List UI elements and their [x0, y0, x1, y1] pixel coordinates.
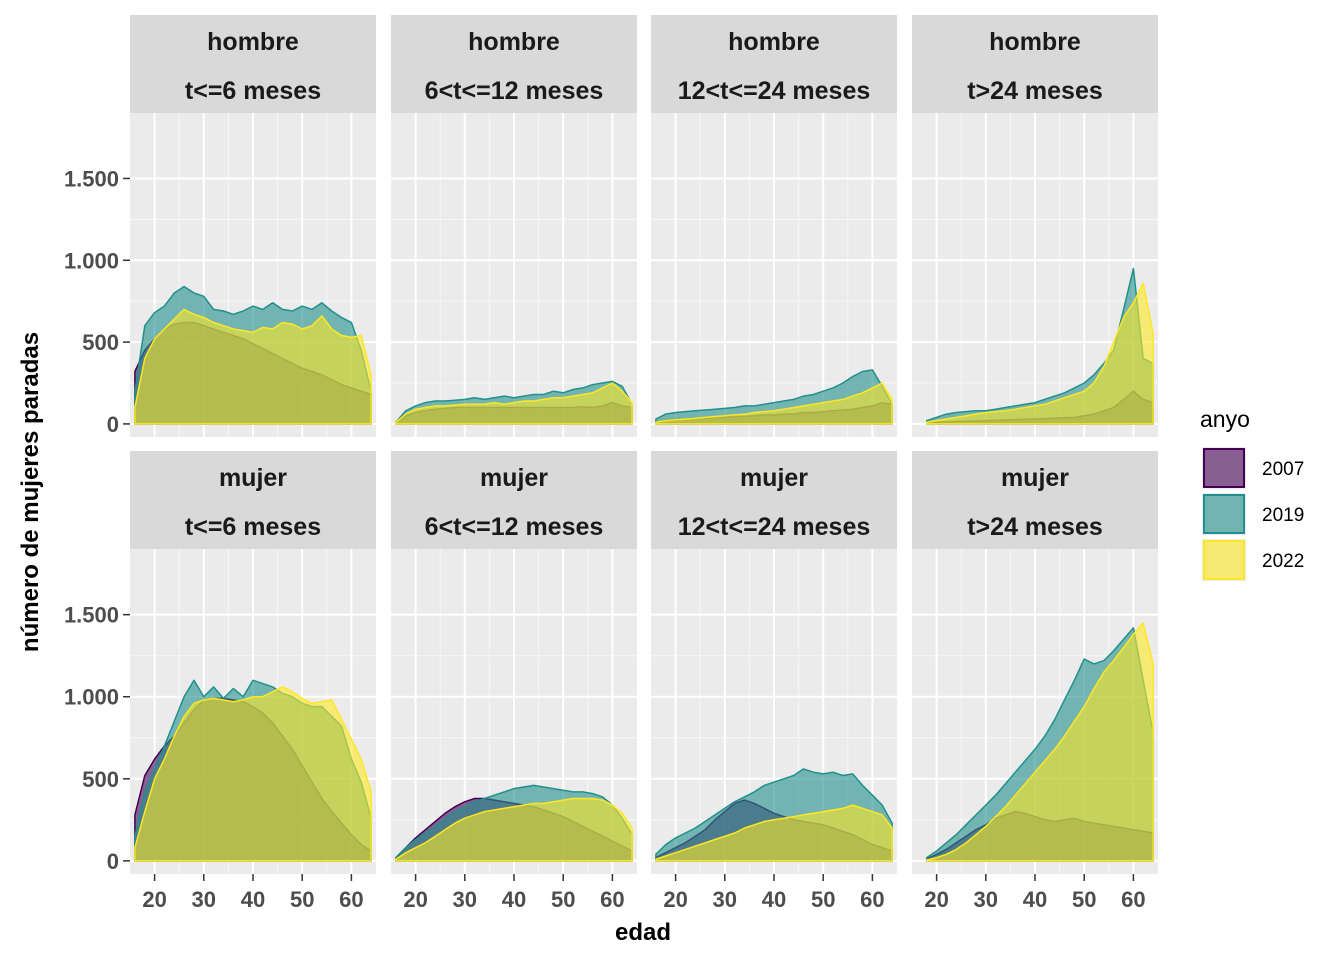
area-series-2022: [926, 622, 1154, 862]
facet-label-bottom: t<=6 meses: [185, 77, 321, 105]
facet-panel: mujer t>24 meses: [912, 451, 1158, 874]
facet-label-bottom: 6<t<=12 meses: [425, 77, 604, 105]
x-axes: 20 30 40 50 60 20 30 40 50 60 20 30 40 50 60 20 30 40 50 60: [142, 874, 1146, 912]
facet-panel: hombre 6<t<=12 meses: [391, 15, 637, 437]
x-tick-label: 60: [339, 887, 363, 912]
facet-strip: [651, 15, 897, 113]
x-tick-label: 40: [241, 887, 265, 912]
y-tick-label: 1.000: [64, 248, 119, 273]
y-tick-label: 0: [107, 849, 119, 874]
y-tick-label: 1.000: [64, 685, 119, 710]
facet-strip: [391, 451, 637, 549]
facet-panel: hombre 12<t<=24 meses: [651, 15, 897, 437]
facet-label-top: mujer: [219, 464, 287, 492]
facet-label-bottom: t<=6 meses: [185, 513, 321, 541]
x-tick-label: 50: [551, 887, 575, 912]
legend-title: anyo: [1200, 406, 1250, 432]
x-tick-label: 30: [713, 887, 737, 912]
y-axes: 0 500 1.000 1.500 0 500 1.000 1.500: [64, 166, 130, 874]
area-series-2022: [395, 382, 633, 425]
facet-panel: mujer 12<t<=24 meses: [651, 451, 897, 874]
facet-strip: [912, 451, 1158, 549]
area-series-2022: [134, 308, 372, 425]
facet-panel: mujer 6<t<=12 meses: [391, 451, 637, 874]
x-tick-label: 50: [290, 887, 314, 912]
x-tick-label: 40: [762, 887, 786, 912]
facet-strip: [130, 451, 376, 549]
legend-key-2007: [1203, 448, 1245, 488]
facet-panel: hombre t>24 meses: [912, 15, 1158, 437]
facet-label-bottom: t>24 meses: [967, 513, 1103, 541]
x-tick-label: 60: [1121, 887, 1145, 912]
facet-label-bottom: 12<t<=24 meses: [678, 77, 871, 105]
y-tick-label: 500: [82, 330, 119, 355]
x-tick-label: 30: [453, 887, 477, 912]
facet-strip: [912, 15, 1158, 113]
facet-label-top: hombre: [989, 28, 1081, 56]
facet-label-top: mujer: [480, 464, 548, 492]
area-series-2022: [926, 282, 1154, 425]
x-tick-label: 40: [1023, 887, 1047, 912]
y-tick-label: 500: [82, 767, 119, 792]
facet-label-top: hombre: [468, 28, 560, 56]
x-tick-label: 20: [924, 887, 948, 912]
facet-label-top: hombre: [728, 28, 820, 56]
x-tick-label: 40: [502, 887, 526, 912]
facet-label-bottom: 6<t<=12 meses: [425, 513, 604, 541]
facet-label-top: mujer: [740, 464, 808, 492]
facet-label-bottom: 12<t<=24 meses: [678, 513, 871, 541]
area-series-2022: [395, 797, 633, 862]
x-tick-label: 30: [974, 887, 998, 912]
y-axis-title: número de mujeres paradas: [17, 332, 44, 652]
y-tick-label: 1.500: [64, 603, 119, 628]
x-tick-label: 60: [860, 887, 884, 912]
legend-label: 2022: [1262, 551, 1304, 572]
legend-label: 2007: [1262, 459, 1304, 480]
x-tick-label: 50: [1072, 887, 1096, 912]
x-tick-label: 20: [403, 887, 427, 912]
facet-strip: [651, 451, 897, 549]
x-tick-label: 50: [811, 887, 835, 912]
x-tick-label: 30: [192, 887, 216, 912]
area-series-2022: [134, 686, 372, 862]
facet-panel: hombre t<=6 meses: [130, 15, 376, 437]
x-axis-title: edad: [615, 919, 671, 946]
legend: anyo 2007 2019 2022: [1200, 406, 1304, 581]
area-series-2022: [655, 804, 893, 862]
facet-label-bottom: t>24 meses: [967, 77, 1103, 105]
facet-panel: mujer t<=6 meses: [130, 451, 376, 874]
facet-strip: [130, 15, 376, 113]
x-tick-label: 20: [663, 887, 687, 912]
x-tick-label: 20: [142, 887, 166, 912]
facet-label-top: mujer: [1001, 464, 1069, 492]
legend-label: 2019: [1262, 505, 1304, 526]
legend-key-2022: [1203, 540, 1245, 580]
area-series-2022: [655, 382, 893, 425]
legend-key-2019: [1203, 494, 1245, 534]
facet-strip: [391, 15, 637, 113]
facet-label-top: hombre: [207, 28, 299, 56]
y-tick-label: 1.500: [64, 166, 119, 191]
x-tick-label: 60: [600, 887, 624, 912]
y-tick-label: 0: [107, 412, 119, 437]
